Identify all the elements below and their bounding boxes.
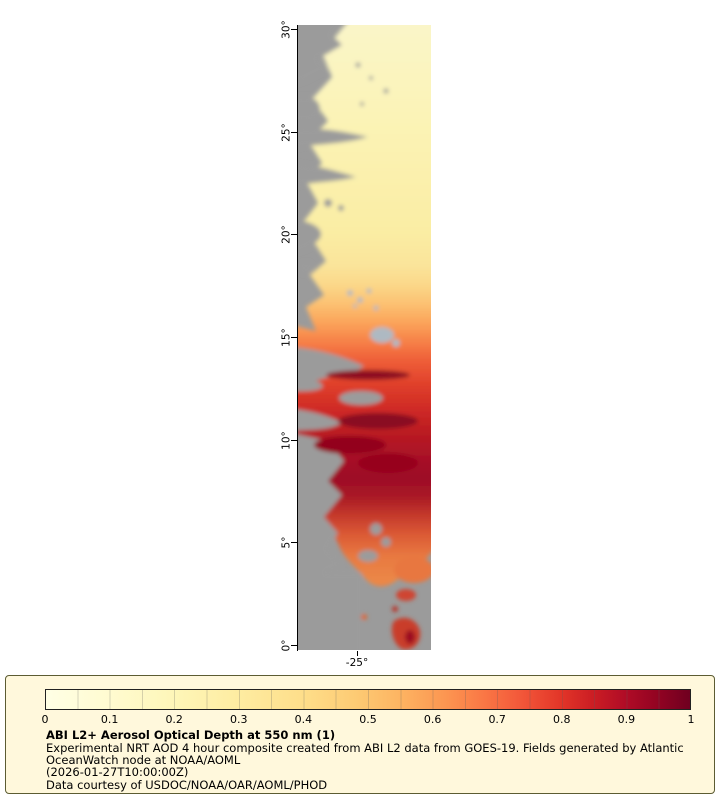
bright-cloud-specks — [347, 288, 400, 347]
y-axis-label: 0° — [280, 639, 293, 651]
cloud-overlays — [298, 25, 391, 650]
y-axis-label: 15° — [280, 327, 293, 347]
south-patches — [361, 557, 431, 650]
legend-box: 0 0.1 0.2 0.3 0.4 0.5 0.6 0.7 0.8 0.9 1 … — [5, 675, 715, 794]
y-axis-label: 20° — [280, 224, 293, 244]
colorbar-tick-label: 1 — [687, 713, 695, 726]
colorbar-tick-label: 0.9 — [617, 713, 636, 726]
y-axis-label: 10° — [280, 430, 293, 450]
y-axis-label: 25° — [280, 122, 293, 142]
legend-description-line: OceanWatch node at NOAA/AOML — [46, 753, 241, 767]
colorbar-tick-label: 0.3 — [230, 713, 248, 726]
colorbar — [45, 689, 691, 710]
y-axis-tick — [291, 29, 297, 30]
legend-title: ABI L2+ Aerosol Optical Depth at 550 nm … — [46, 728, 336, 742]
colorbar-tick-label: 0.6 — [423, 713, 442, 726]
y-axis-tick — [291, 337, 297, 338]
y-axis-tick — [291, 234, 297, 235]
aod-map — [298, 25, 431, 650]
colorbar-tick-label: 0.5 — [359, 713, 377, 726]
legend-credit-line: Data courtesy of USDOC/NOAA/OAR/AOML/PHO… — [46, 778, 328, 792]
colorbar-tick-label: 0.4 — [294, 713, 313, 726]
y-axis-tick — [291, 645, 297, 646]
colorbar-tick-label: 0 — [41, 713, 49, 726]
y-axis-spine — [297, 25, 298, 651]
y-axis-tick — [291, 542, 297, 543]
y-axis-label: 30° — [280, 19, 293, 39]
colorbar-tick-label: 0.8 — [553, 713, 571, 726]
colorbar-tick-label: 0.2 — [165, 713, 183, 726]
dense-smoke-streaks — [314, 370, 418, 473]
colorbar-tick-label: 0.7 — [488, 713, 506, 726]
colorbar-tick-label: 0.1 — [100, 713, 119, 726]
legend-timestamp: (2026-01-27T10:00:00Z) — [46, 765, 189, 779]
x-axis-label: -25° — [345, 657, 369, 669]
y-axis-tick — [291, 132, 297, 133]
x-axis-tick — [357, 651, 358, 656]
y-axis-tick — [291, 440, 297, 441]
legend-description-line: Experimental NRT AOD 4 hour composite cr… — [46, 741, 684, 755]
y-axis-label: 5° — [280, 536, 293, 548]
